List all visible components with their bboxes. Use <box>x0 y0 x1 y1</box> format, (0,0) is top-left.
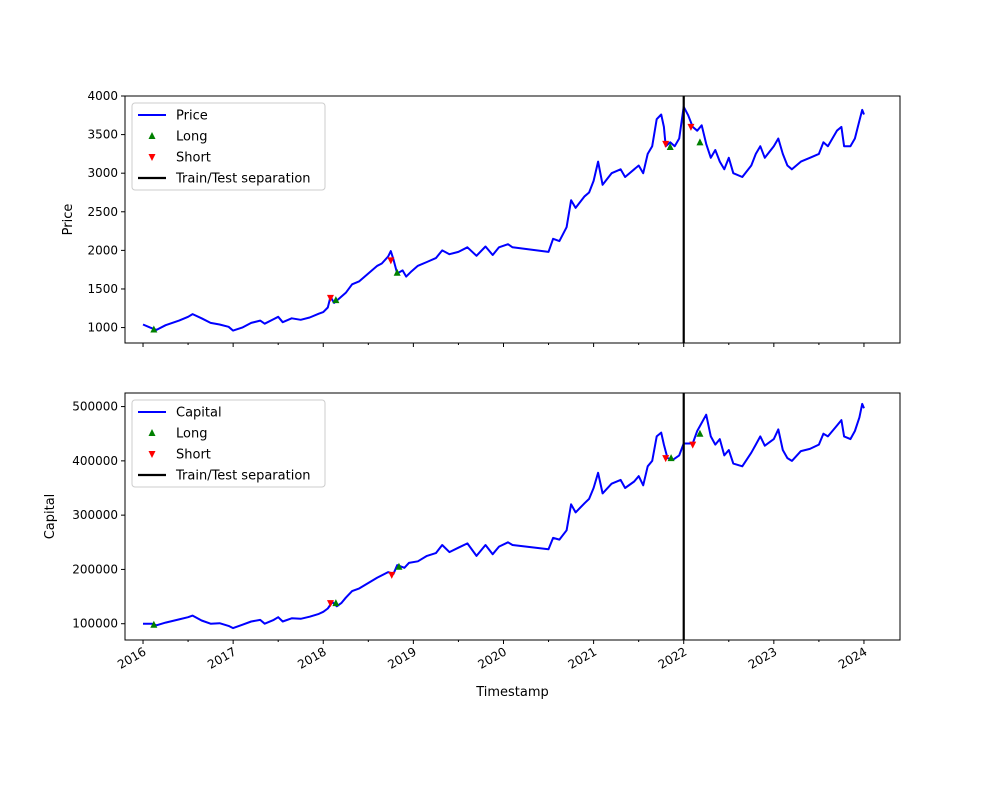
y-axis-label: Price <box>61 204 76 236</box>
plot-area <box>142 105 865 333</box>
x-tick-label: 2017 <box>205 644 238 671</box>
y-tick-label: 100000 <box>72 617 118 631</box>
legend-box <box>131 399 326 488</box>
marker-long <box>666 142 674 150</box>
axes-frame <box>124 95 901 344</box>
marker-long <box>332 296 340 304</box>
y-tick-label: 400000 <box>72 454 118 468</box>
legend-label: Long <box>176 427 207 442</box>
marker-short <box>662 455 670 463</box>
x-tick-label: 2021 <box>566 644 599 671</box>
y-tick-label: 500000 <box>72 400 118 414</box>
marker-short <box>388 571 396 579</box>
x-tick-label: 2023 <box>746 644 779 671</box>
x-tick-label: 2024 <box>836 644 869 671</box>
marker-short <box>689 441 697 449</box>
y-tick-label: 3000 <box>87 166 118 180</box>
y-tick-label: 300000 <box>72 508 118 522</box>
legend-long-icon <box>148 429 156 436</box>
legend-short-icon <box>148 451 156 458</box>
axes-frame <box>124 392 901 641</box>
x-tick-label: 2020 <box>476 644 509 671</box>
marker-long <box>150 620 158 628</box>
y-axis-label: Capital <box>43 494 58 540</box>
x-tick-label: 2022 <box>656 644 689 671</box>
legend-box <box>131 102 326 191</box>
y-tick-label: 4000 <box>87 89 118 103</box>
y-tick-label: 1500 <box>87 282 118 296</box>
x-axis-label: Timestamp <box>475 685 549 700</box>
series-line-capital <box>143 402 865 630</box>
y-tick-label: 2500 <box>87 205 118 219</box>
legend-label: Short <box>176 151 211 166</box>
marker-long <box>150 325 158 333</box>
plot-area <box>143 402 865 630</box>
marker-long <box>696 138 704 146</box>
marker-long <box>667 454 675 462</box>
x-tick-label: 2019 <box>385 644 418 671</box>
legend-label: Train/Test separation <box>175 469 311 484</box>
series-line-price <box>142 105 865 332</box>
marker-long <box>696 429 704 437</box>
x-tick-label: 2016 <box>115 644 148 671</box>
marker-short <box>687 123 695 131</box>
marker-short <box>326 294 334 302</box>
x-tick-label: 2018 <box>295 644 328 671</box>
legend-label: Price <box>176 109 208 124</box>
legend-label: Short <box>176 448 211 463</box>
legend-label: Train/Test separation <box>175 172 311 187</box>
marker-short <box>662 140 670 148</box>
marker-short <box>387 257 395 265</box>
legend-label: Capital <box>176 406 222 421</box>
marker-long <box>393 268 401 276</box>
legend-long-icon <box>148 132 156 139</box>
marker-long <box>332 599 340 607</box>
marker-long <box>395 562 403 570</box>
legend-short-icon <box>148 154 156 161</box>
y-tick-label: 200000 <box>72 562 118 576</box>
y-tick-label: 2000 <box>87 243 118 257</box>
marker-short <box>326 600 334 608</box>
y-tick-label: 3500 <box>87 128 118 142</box>
y-tick-label: 1000 <box>87 321 118 335</box>
legend-label: Long <box>176 130 207 145</box>
